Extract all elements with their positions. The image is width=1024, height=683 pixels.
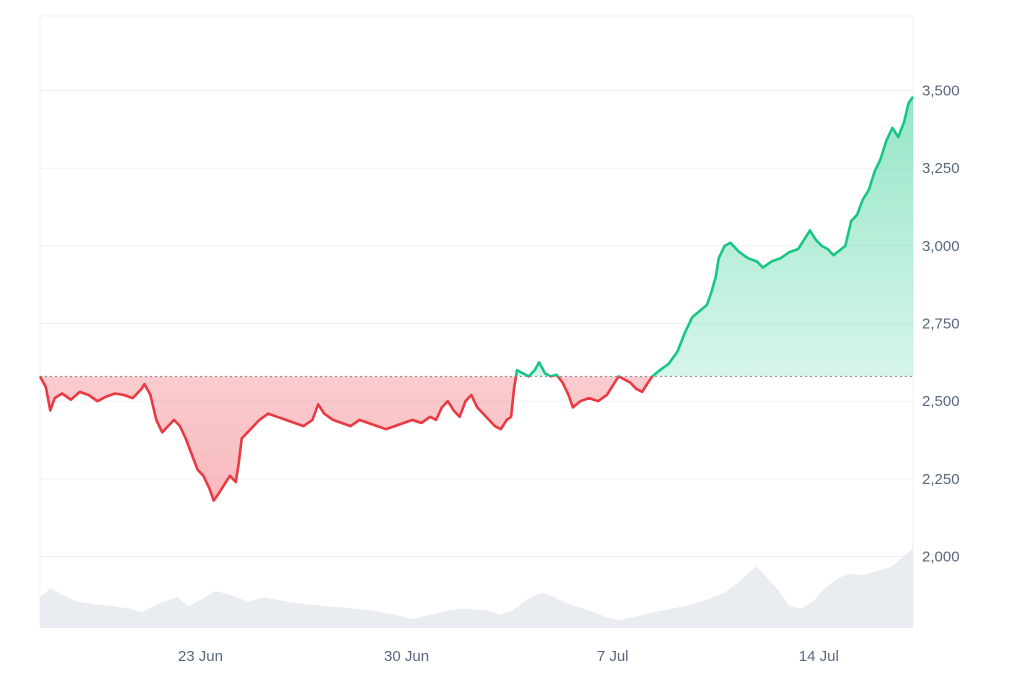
y-tick-label: 2,750	[922, 316, 960, 333]
x-axis: 23 Jun 30 Jun 7 Jul 14 Jul	[178, 648, 839, 665]
y-tick-label: 3,000	[922, 238, 960, 255]
price-line-down	[38, 376, 655, 502]
volume-area	[40, 548, 913, 628]
y-tick-label: 2,000	[922, 549, 960, 566]
x-tick-label: 14 Jul	[799, 648, 839, 665]
y-tick-label: 2,500	[922, 393, 960, 410]
x-tick-label: 30 Jun	[384, 648, 429, 665]
price-fill-above-baseline	[516, 96, 913, 377]
y-tick-label: 3,500	[922, 83, 960, 100]
y-tick-label: 3,250	[922, 160, 960, 177]
price-line-up	[40, 96, 915, 377]
price-fill-below-baseline	[40, 376, 913, 501]
y-axis: 2,000 2,250 2,500 2,750 3,000 3,250 3,500	[922, 83, 960, 566]
y-tick-label: 2,250	[922, 471, 960, 488]
x-tick-label: 7 Jul	[597, 648, 629, 665]
x-tick-label: 23 Jun	[178, 648, 223, 665]
